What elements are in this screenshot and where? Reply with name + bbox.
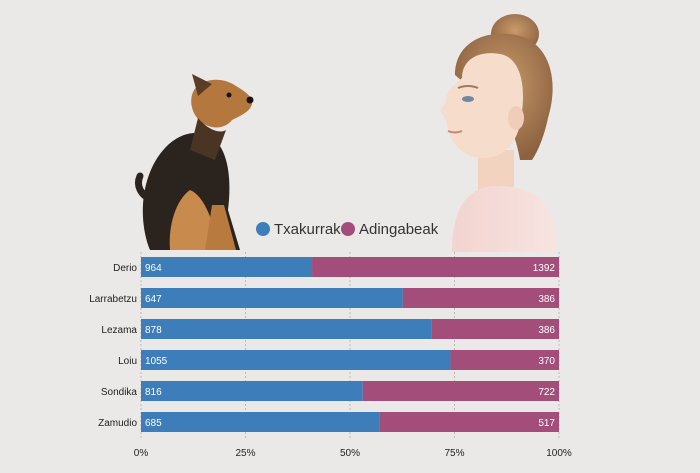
category-label: Derio — [113, 263, 137, 274]
bar-txakurrak — [141, 288, 403, 308]
legend-dogs-label: Txakurrak — [274, 221, 341, 238]
category-label: Zamudio — [98, 418, 137, 429]
bar-adingabeak — [402, 288, 559, 308]
bar-adingabeak — [450, 350, 559, 370]
category-labels: Derio Larrabetzu Lezama Loiu Sondika Zamudio — [89, 263, 137, 429]
value-label-adingabeak: 517 — [538, 418, 555, 429]
bar-adingabeak — [379, 412, 559, 432]
value-label-adingabeak: 722 — [538, 387, 555, 398]
legend-minors-label: Adingabeak — [359, 221, 439, 238]
value-label-txakurrak: 1055 — [145, 356, 168, 367]
bar-txakurrak — [141, 350, 451, 370]
bars: 964 1392 647 386 878 386 1055 370 816 722 685 517 — [141, 257, 559, 432]
bar-adingabeak — [312, 257, 559, 277]
x-tick-label: 100% — [546, 448, 572, 459]
value-label-txakurrak: 816 — [145, 387, 162, 398]
dog-photo — [135, 74, 254, 250]
value-label-adingabeak: 386 — [538, 294, 555, 305]
category-label: Lezama — [101, 325, 137, 336]
legend: Txakurrak Adingabeak — [256, 221, 439, 238]
value-label-adingabeak: 1392 — [533, 263, 556, 274]
value-label-adingabeak: 386 — [538, 325, 555, 336]
x-axis: 0% 25% 50% 75% 100% — [134, 448, 572, 459]
legend-dogs-swatch — [256, 222, 270, 236]
bar-txakurrak — [141, 381, 363, 401]
value-label-txakurrak: 964 — [145, 263, 162, 274]
gridlines — [140, 252, 560, 440]
bar-adingabeak — [431, 319, 559, 339]
x-tick-label: 50% — [340, 448, 360, 459]
bar-txakurrak — [141, 319, 432, 339]
category-label: Sondika — [101, 387, 138, 398]
value-label-txakurrak: 647 — [145, 294, 162, 305]
category-label: Larrabetzu — [89, 294, 137, 305]
legend-minors-swatch — [341, 222, 355, 236]
x-tick-label: 75% — [444, 448, 464, 459]
x-tick-label: 0% — [134, 448, 149, 459]
bar-adingabeak — [362, 381, 559, 401]
value-label-txakurrak: 685 — [145, 418, 162, 429]
value-label-txakurrak: 878 — [145, 325, 162, 336]
value-label-adingabeak: 370 — [538, 356, 555, 367]
bar-txakurrak — [141, 257, 313, 277]
girl-photo — [440, 14, 557, 252]
x-tick-label: 25% — [235, 448, 255, 459]
category-label: Loiu — [118, 356, 137, 367]
bar-txakurrak — [141, 412, 380, 432]
